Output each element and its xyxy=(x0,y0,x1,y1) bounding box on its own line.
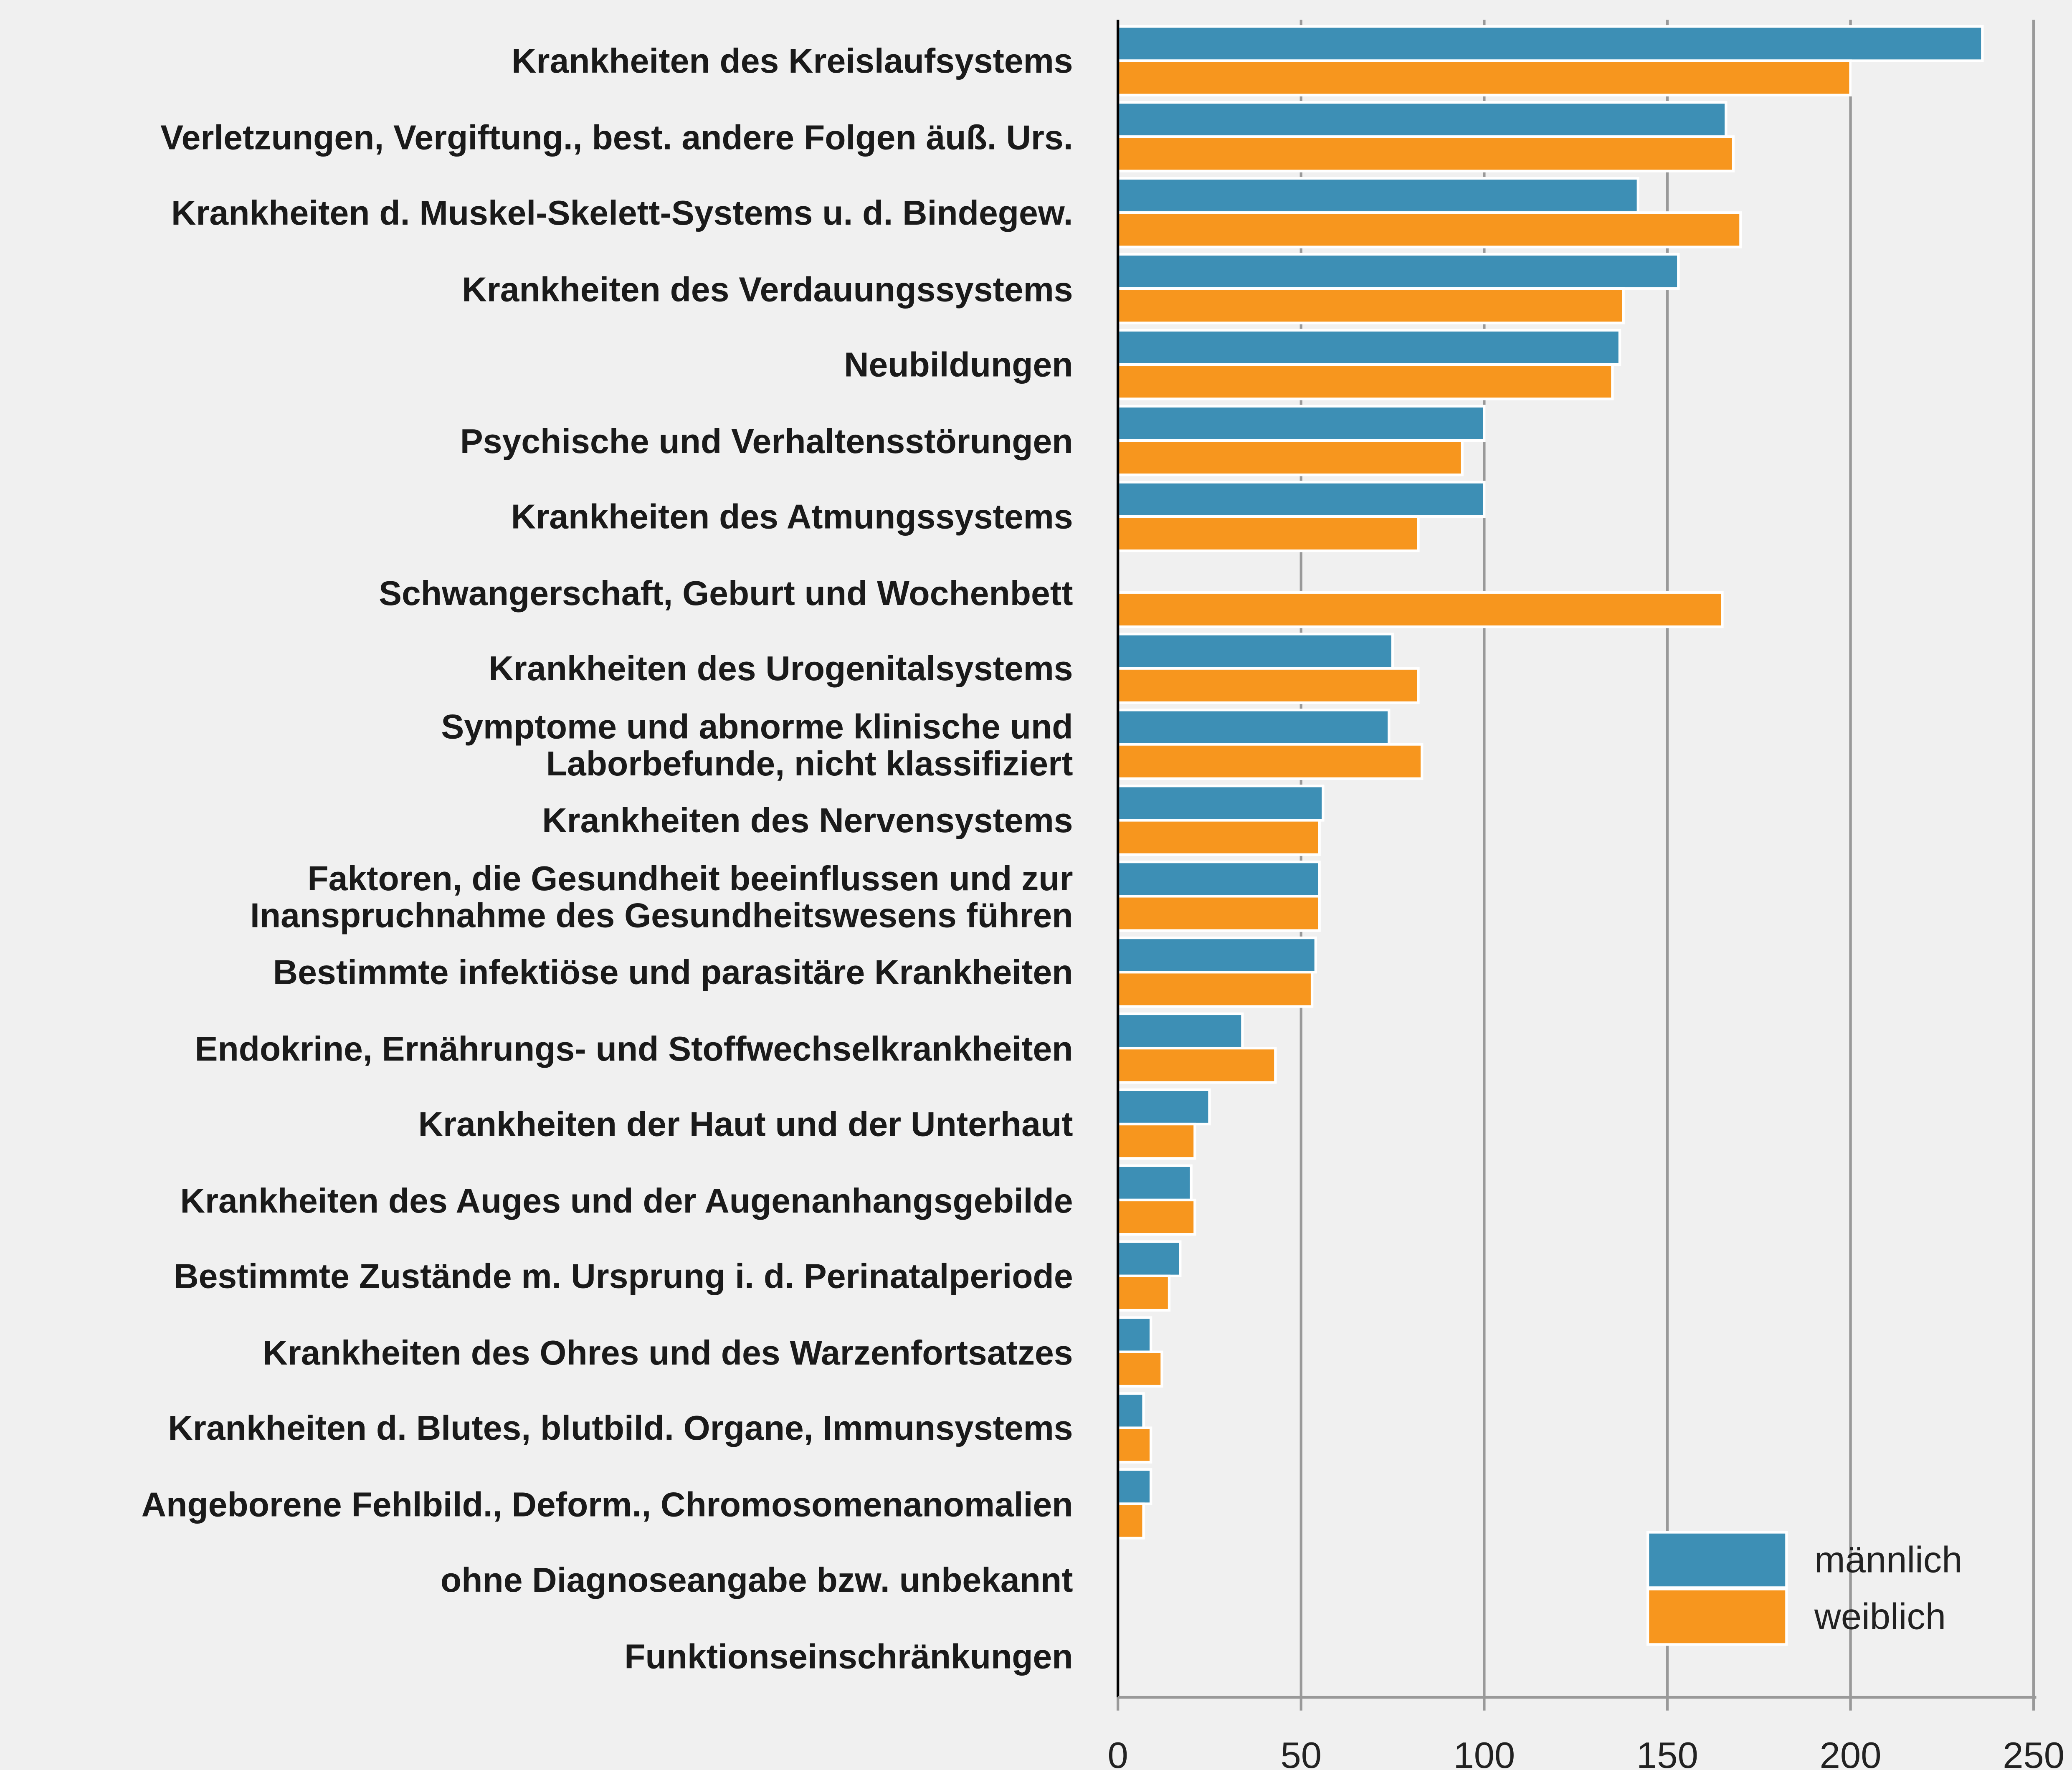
bar xyxy=(1117,1012,1244,1050)
bar xyxy=(1117,135,1735,172)
bar xyxy=(1117,287,1625,324)
category-label: Angeborene Fehlbild., Deform., Chromosom… xyxy=(141,1484,1073,1524)
bar xyxy=(1117,177,1639,214)
bar xyxy=(1117,895,1321,932)
bar xyxy=(1117,1088,1211,1126)
x-tick-label: 50 xyxy=(1280,1735,1322,1770)
legend-label: weiblich xyxy=(1814,1596,1946,1637)
category-label: Symptome und abnorme klinische und Labor… xyxy=(441,706,1073,783)
category-label: Krankheiten d. Blutes, blutbild. Organe,… xyxy=(168,1408,1073,1448)
legend-swatch xyxy=(1646,1531,1788,1589)
bar xyxy=(1117,1392,1145,1429)
bar xyxy=(1117,59,1852,96)
bar xyxy=(1117,591,1724,628)
bar xyxy=(1117,101,1728,138)
bar xyxy=(1117,1198,1196,1236)
bar xyxy=(1117,515,1420,552)
bar xyxy=(1117,860,1321,898)
category-label: Krankheiten des Atmungssystems xyxy=(511,496,1073,537)
bar xyxy=(1117,819,1321,856)
bar xyxy=(1117,1274,1171,1312)
bar xyxy=(1117,785,1325,822)
bar xyxy=(1117,743,1424,780)
legend-swatch xyxy=(1646,1588,1788,1646)
bar xyxy=(1117,971,1314,1008)
bar xyxy=(1117,329,1621,366)
x-tick-label: 100 xyxy=(1453,1735,1515,1770)
bar xyxy=(1117,936,1317,974)
category-label: Endokrine, Ernährungs- und Stoffwechselk… xyxy=(195,1028,1073,1068)
category-label: Krankheiten des Verdauungssystems xyxy=(462,268,1073,309)
category-label: Krankheiten d. Muskel-Skelett-Systems u.… xyxy=(171,192,1073,233)
category-label: Krankheiten des Ohres und des Warzenfort… xyxy=(263,1332,1073,1372)
category-label: Krankheiten des Nervensystems xyxy=(542,800,1073,840)
bar xyxy=(1117,253,1680,290)
bar xyxy=(1117,1122,1196,1160)
x-tick-label: 150 xyxy=(1636,1735,1698,1770)
bar xyxy=(1117,363,1614,400)
legend-label: männlich xyxy=(1814,1539,1963,1580)
category-label: Schwangerschaft, Geburt und Wochenbett xyxy=(379,572,1073,613)
category-label: Bestimmte Zustände m. Ursprung i. d. Per… xyxy=(174,1256,1073,1296)
category-label: Funktionseinschränkungen xyxy=(624,1636,1073,1676)
category-label: Krankheiten des Auges und der Augenanhan… xyxy=(180,1180,1073,1220)
category-label: Krankheiten des Urogenitalsystems xyxy=(489,648,1073,689)
x-tick-label: 200 xyxy=(1820,1735,1882,1770)
category-label: Krankheiten der Haut und der Unterhaut xyxy=(418,1104,1073,1144)
bar xyxy=(1117,25,1984,62)
bar xyxy=(1117,1350,1163,1388)
category-label: Bestimmte infektiöse und parasitäre Kran… xyxy=(273,952,1073,992)
bar xyxy=(1117,1502,1145,1540)
category-label: Verletzungen, Vergiftung., best. andere … xyxy=(160,116,1073,157)
bar xyxy=(1117,1426,1153,1464)
x-tick-label: 0 xyxy=(1108,1735,1128,1770)
category-label: Neubildungen xyxy=(844,344,1073,385)
category-label: Psychische und Verhaltensstörungen xyxy=(460,420,1073,461)
bar xyxy=(1117,633,1394,670)
category-label: ohne Diagnoseangabe bzw. unbekannt xyxy=(440,1560,1073,1600)
bar xyxy=(1117,405,1486,442)
category-label: Krankheiten des Kreislaufsystems xyxy=(512,41,1073,81)
bar xyxy=(1117,1164,1193,1202)
x-tick-label: 250 xyxy=(2003,1735,2064,1770)
bar xyxy=(1117,439,1464,476)
bar xyxy=(1117,1316,1153,1353)
bar xyxy=(1117,481,1486,518)
bar xyxy=(1117,1468,1153,1505)
bar xyxy=(1117,211,1742,248)
bar xyxy=(1117,667,1420,704)
bar xyxy=(1117,1240,1182,1278)
bar xyxy=(1117,709,1391,746)
category-label: Faktoren, die Gesundheit beeinflussen un… xyxy=(250,858,1073,935)
bar xyxy=(1117,1046,1277,1084)
